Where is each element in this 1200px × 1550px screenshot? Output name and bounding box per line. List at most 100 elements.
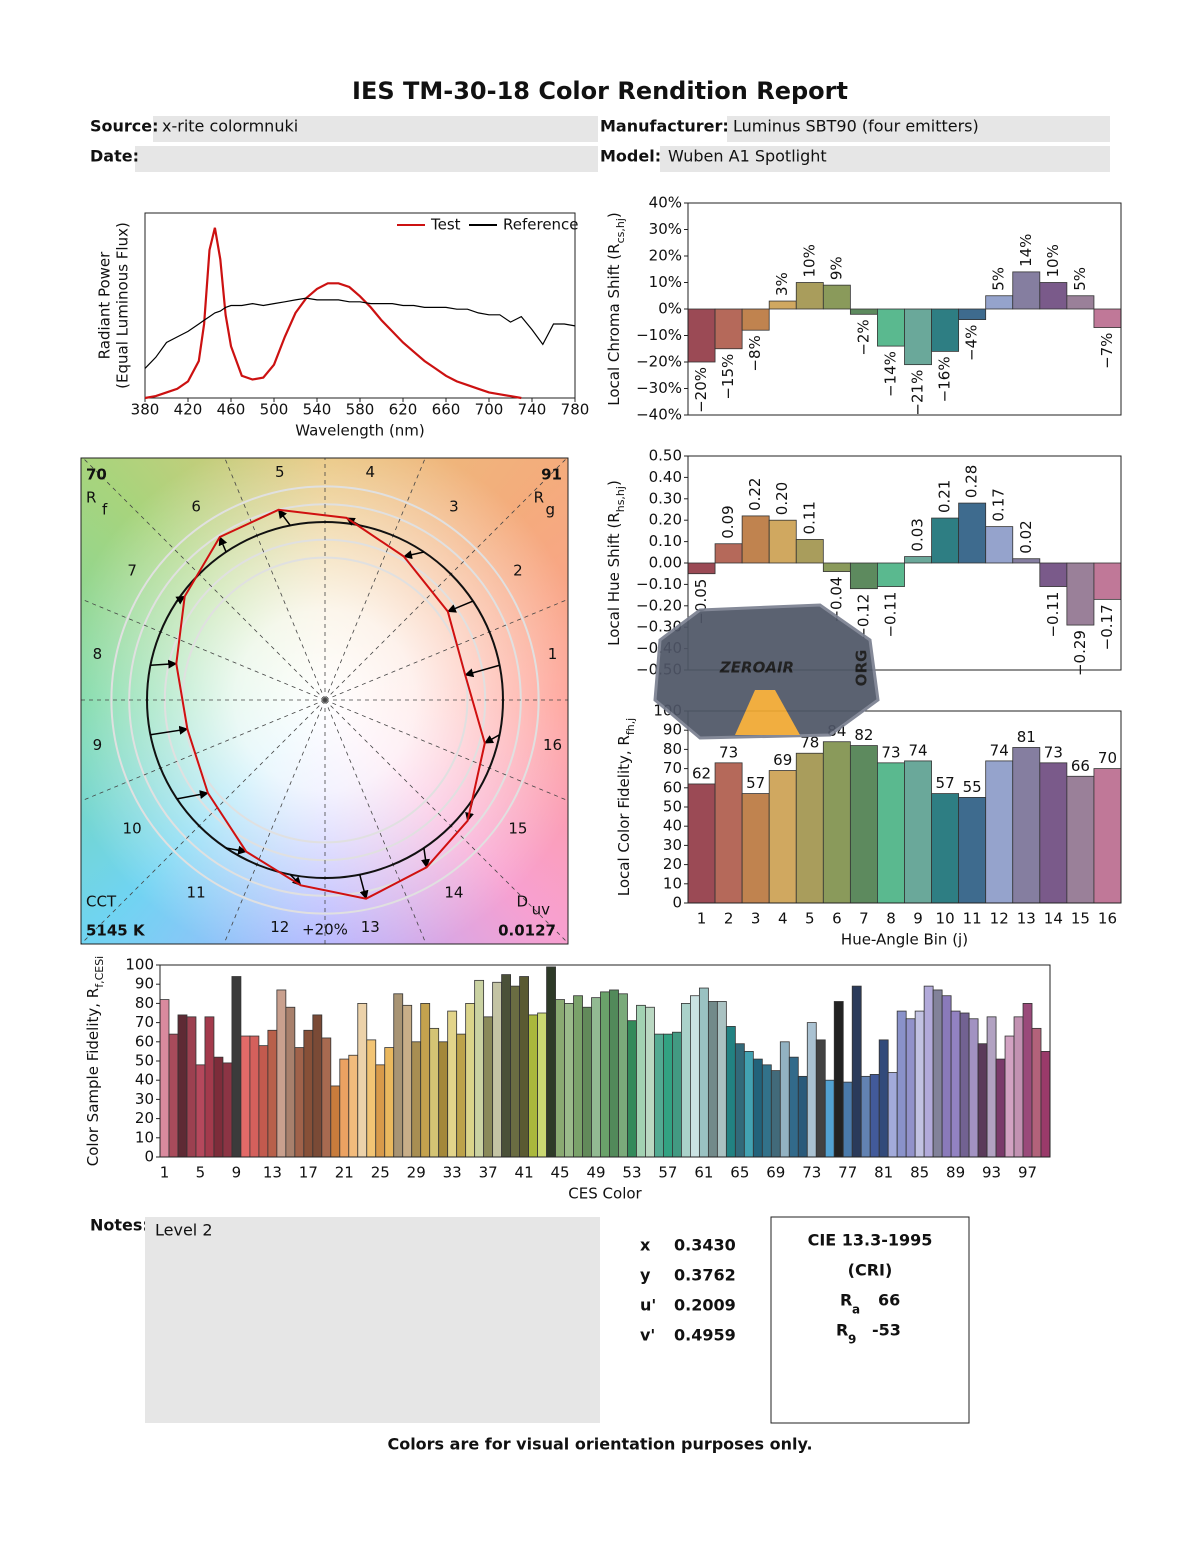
- bar: [501, 974, 512, 1158]
- bar: [968, 1018, 979, 1158]
- x-tick-label: 15: [1071, 910, 1090, 928]
- bar: [159, 999, 170, 1158]
- bar: [815, 1039, 826, 1158]
- y-tick-label: 20: [663, 855, 682, 873]
- x-tick-label: 14: [1044, 910, 1063, 928]
- value-label: 73: [1044, 743, 1063, 761]
- shift-arrow: [225, 845, 248, 855]
- x-tick-label: 13: [263, 1164, 282, 1182]
- bar: [591, 997, 601, 1158]
- x-tick-label: 4: [778, 910, 788, 928]
- bar: [438, 1041, 449, 1158]
- value-label: 10%: [1044, 244, 1062, 277]
- y-tick-label: 30%: [649, 220, 682, 238]
- field-label: Model:: [600, 147, 661, 166]
- y-tick-label: 100: [125, 956, 154, 974]
- y-axis-label: Local Color Fidelity, Rfh,j: [615, 718, 637, 897]
- y-tick-label: −0.20: [636, 596, 682, 614]
- bar: [195, 1064, 206, 1158]
- bar: [788, 1056, 799, 1158]
- bar: [609, 989, 619, 1158]
- x-tick-label: 380: [131, 401, 160, 419]
- bin-divider: [81, 699, 326, 944]
- bar: [958, 308, 987, 321]
- value-label: −14%: [881, 351, 899, 397]
- bar: [734, 1043, 745, 1158]
- bar: [1066, 562, 1095, 626]
- plot-frame: [687, 202, 1122, 416]
- bar: [168, 1033, 179, 1158]
- value-label: −0.04: [827, 577, 845, 623]
- bin-label: 9: [93, 736, 103, 754]
- bar: [849, 745, 878, 904]
- chromaticity: x 0.3430 y 0.3762 u' 0.2009 v' 0.4959: [640, 1236, 736, 1345]
- bar: [663, 1033, 673, 1158]
- bin-divider: [324, 699, 427, 944]
- bar: [824, 1079, 835, 1158]
- bar: [375, 1064, 386, 1158]
- bar: [725, 1026, 736, 1158]
- value-label: 62: [692, 764, 711, 782]
- value-label: −16%: [936, 356, 954, 402]
- y-tick-label: 0%: [658, 300, 682, 318]
- bar: [393, 993, 404, 1158]
- value-label: 74: [990, 741, 1009, 759]
- value-label: −0.12: [854, 594, 872, 640]
- bar: [222, 1062, 233, 1158]
- x-tick-label: 45: [551, 1164, 570, 1182]
- y-tick-label: 40: [663, 817, 682, 835]
- bar: [1039, 562, 1068, 587]
- bar: [779, 1041, 790, 1158]
- bar: [849, 562, 878, 590]
- bar: [958, 502, 987, 564]
- field-box: [660, 146, 1110, 172]
- bar: [985, 295, 1014, 310]
- bin-label: 5: [275, 463, 285, 481]
- bar: [1093, 768, 1122, 904]
- y-axis-label-part: f,CESi: [93, 956, 106, 988]
- y-tick-label: −40%: [636, 406, 682, 424]
- y-tick-label: 10%: [649, 273, 682, 291]
- bin-label: 16: [543, 736, 562, 754]
- x-tick-label: 57: [658, 1164, 677, 1182]
- shift-arrow: [176, 790, 209, 800]
- bar: [714, 308, 743, 350]
- cri-title: CIE 13.3-1995: [808, 1231, 933, 1250]
- value-label: 0.22: [746, 478, 764, 511]
- shift-arrow: [150, 725, 189, 736]
- bar: [636, 1004, 646, 1158]
- value-label: −20%: [692, 367, 710, 413]
- notes-text: Level 2: [155, 1221, 213, 1240]
- bar: [743, 1051, 754, 1158]
- x-tick-label: 9: [232, 1164, 242, 1182]
- bar: [429, 1027, 440, 1158]
- field-value: Wuben A1 Spotlight: [668, 147, 827, 166]
- watermark-badge: [653, 603, 880, 740]
- y-tick-label: 10: [135, 1128, 154, 1146]
- x-tick-label: 13: [1017, 910, 1036, 928]
- bar: [573, 995, 583, 1158]
- x-axis-label: Hue-Angle Bin (j): [841, 931, 968, 949]
- bar: [878, 1039, 889, 1158]
- value-label: −0.17: [1098, 604, 1116, 650]
- shift-arrow: [446, 600, 474, 613]
- y-tick-label: 10: [663, 874, 682, 892]
- rg-sub: g: [545, 501, 555, 519]
- y-axis-label-part: Local Color Fidelity, R: [615, 735, 633, 896]
- plot-frame: [687, 710, 1122, 904]
- bar: [849, 308, 878, 315]
- value-label: 0.09: [719, 505, 737, 538]
- x-tick-label: 93: [982, 1164, 1001, 1182]
- x-tick-label: 700: [475, 401, 504, 419]
- y-tick-label: 0.20: [649, 511, 682, 529]
- value-label: 0.17: [990, 488, 1008, 521]
- value-label: 3%: [773, 272, 791, 296]
- x-tick-label: 33: [443, 1164, 462, 1182]
- bar: [546, 966, 556, 1158]
- bar: [285, 1006, 296, 1158]
- x-tick-label: 41: [515, 1164, 534, 1182]
- x-tick-label: 540: [303, 401, 332, 419]
- bar: [537, 1012, 547, 1158]
- bar: [985, 760, 1014, 904]
